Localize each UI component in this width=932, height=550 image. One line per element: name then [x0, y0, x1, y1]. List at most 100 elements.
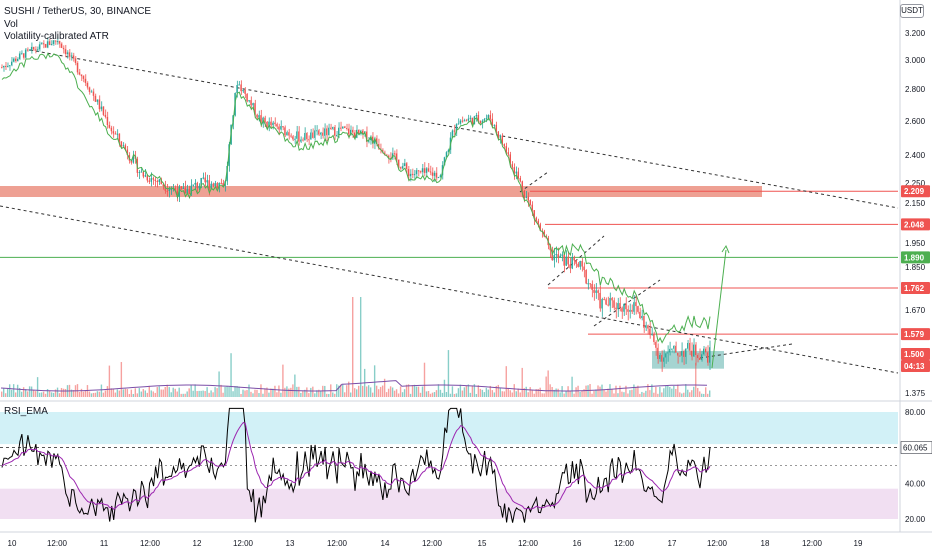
volume-bar: [304, 389, 306, 397]
volume-bar: [112, 388, 115, 397]
candle-body: [114, 133, 117, 135]
candle-body: [435, 172, 438, 178]
symbol-title[interactable]: SUSHI / TetherUS, 30, BINANCE: [4, 6, 152, 17]
candle-body: [497, 131, 499, 138]
candle-body: [539, 224, 541, 231]
volume-bar: [661, 392, 663, 397]
volume-bar: [399, 386, 402, 397]
volume-bar: [348, 381, 350, 397]
volume-bar: [216, 388, 218, 397]
candle-body: [515, 171, 517, 174]
candle-body: [533, 210, 535, 218]
volume-bar: [208, 392, 210, 397]
candle-body: [645, 325, 647, 328]
volume-bar: [64, 389, 67, 397]
volume-bar: [228, 386, 230, 397]
volume-bar: [24, 389, 27, 397]
volume-bar: [254, 389, 256, 397]
volume-bar: [603, 389, 605, 397]
candle-body: [16, 58, 19, 62]
candle-body: [563, 254, 565, 266]
volume-bar: [350, 392, 352, 397]
volume-bar: [260, 384, 262, 397]
volume-bar: [533, 393, 535, 397]
volume-bar: [146, 392, 148, 397]
candle-body: [399, 167, 402, 169]
candle-body: [154, 179, 156, 181]
volume-bar: [148, 385, 150, 397]
candle-body: [188, 189, 190, 194]
volume-bar: [170, 392, 172, 397]
candle-body: [296, 131, 298, 139]
candle-body: [613, 300, 615, 308]
candle-body: [455, 124, 458, 132]
y-tick-label: 3.200: [905, 29, 926, 38]
volume-bar: [282, 364, 284, 397]
volume-bar: [485, 387, 488, 397]
volume-bar: [409, 393, 412, 397]
candle-body: [76, 62, 79, 73]
candle-body: [481, 120, 484, 124]
volume-bar: [407, 384, 410, 397]
volume-bar: [377, 389, 380, 397]
volume-bar: [30, 386, 33, 397]
candle-body: [447, 149, 450, 153]
rsi-ema-line: [1, 421, 711, 510]
candle-body: [340, 127, 342, 129]
volume-bar: [198, 390, 200, 397]
volume-bar: [527, 392, 529, 397]
candle-body: [663, 357, 665, 362]
volume-legend[interactable]: Vol: [4, 19, 18, 30]
volume-bar: [326, 393, 328, 397]
candle-body: [567, 256, 569, 265]
candle-body: [409, 173, 412, 177]
volume-bar: [443, 379, 446, 397]
volume-bar: [120, 362, 123, 397]
candle-body: [156, 180, 158, 183]
candle-body: [264, 117, 266, 122]
volume-bar: [531, 389, 533, 397]
volume-bar: [619, 385, 621, 397]
volume-bar: [651, 384, 653, 397]
volume-bar: [613, 393, 615, 397]
candle-body: [463, 120, 466, 122]
rsi-legend[interactable]: RSI_EMA: [4, 406, 48, 417]
volume-bar: [138, 388, 141, 397]
candle-body: [166, 190, 168, 192]
candle-body: [316, 130, 318, 132]
volume-bar: [511, 392, 513, 397]
volume-bar: [142, 389, 144, 397]
volume-bar: [457, 388, 460, 397]
trendline-lower: [0, 205, 899, 374]
candle-body: [489, 115, 492, 119]
volume-bar: [627, 393, 629, 397]
candle-body: [529, 200, 531, 205]
volume-bar: [405, 384, 408, 397]
atr-legend[interactable]: Volatility-calibrated ATR: [4, 31, 109, 42]
volume-bar: [371, 392, 374, 397]
candle-body: [569, 264, 571, 269]
price-tag-label: 1.762: [904, 284, 925, 293]
volume-bar: [52, 392, 55, 397]
candle-body: [248, 100, 250, 102]
candle-body: [162, 184, 164, 187]
volume-bar: [489, 385, 492, 397]
candle-body: [559, 255, 561, 258]
volume-bar: [537, 388, 539, 397]
volume-bar: [373, 365, 376, 397]
volume-bar: [513, 384, 515, 397]
volume-bar: [517, 388, 519, 397]
candle-body: [369, 136, 372, 141]
volume-bar: [645, 390, 647, 397]
candle-body: [104, 114, 107, 117]
currency-button[interactable]: USDT: [900, 4, 924, 18]
volume-bar: [465, 385, 468, 397]
candle-body: [100, 106, 103, 110]
volume-bar: [655, 386, 657, 397]
candle-body: [513, 167, 515, 174]
candle-body: [471, 117, 474, 125]
volume-bar: [256, 389, 258, 397]
volume-bar: [555, 388, 557, 397]
candle-body: [174, 188, 176, 191]
